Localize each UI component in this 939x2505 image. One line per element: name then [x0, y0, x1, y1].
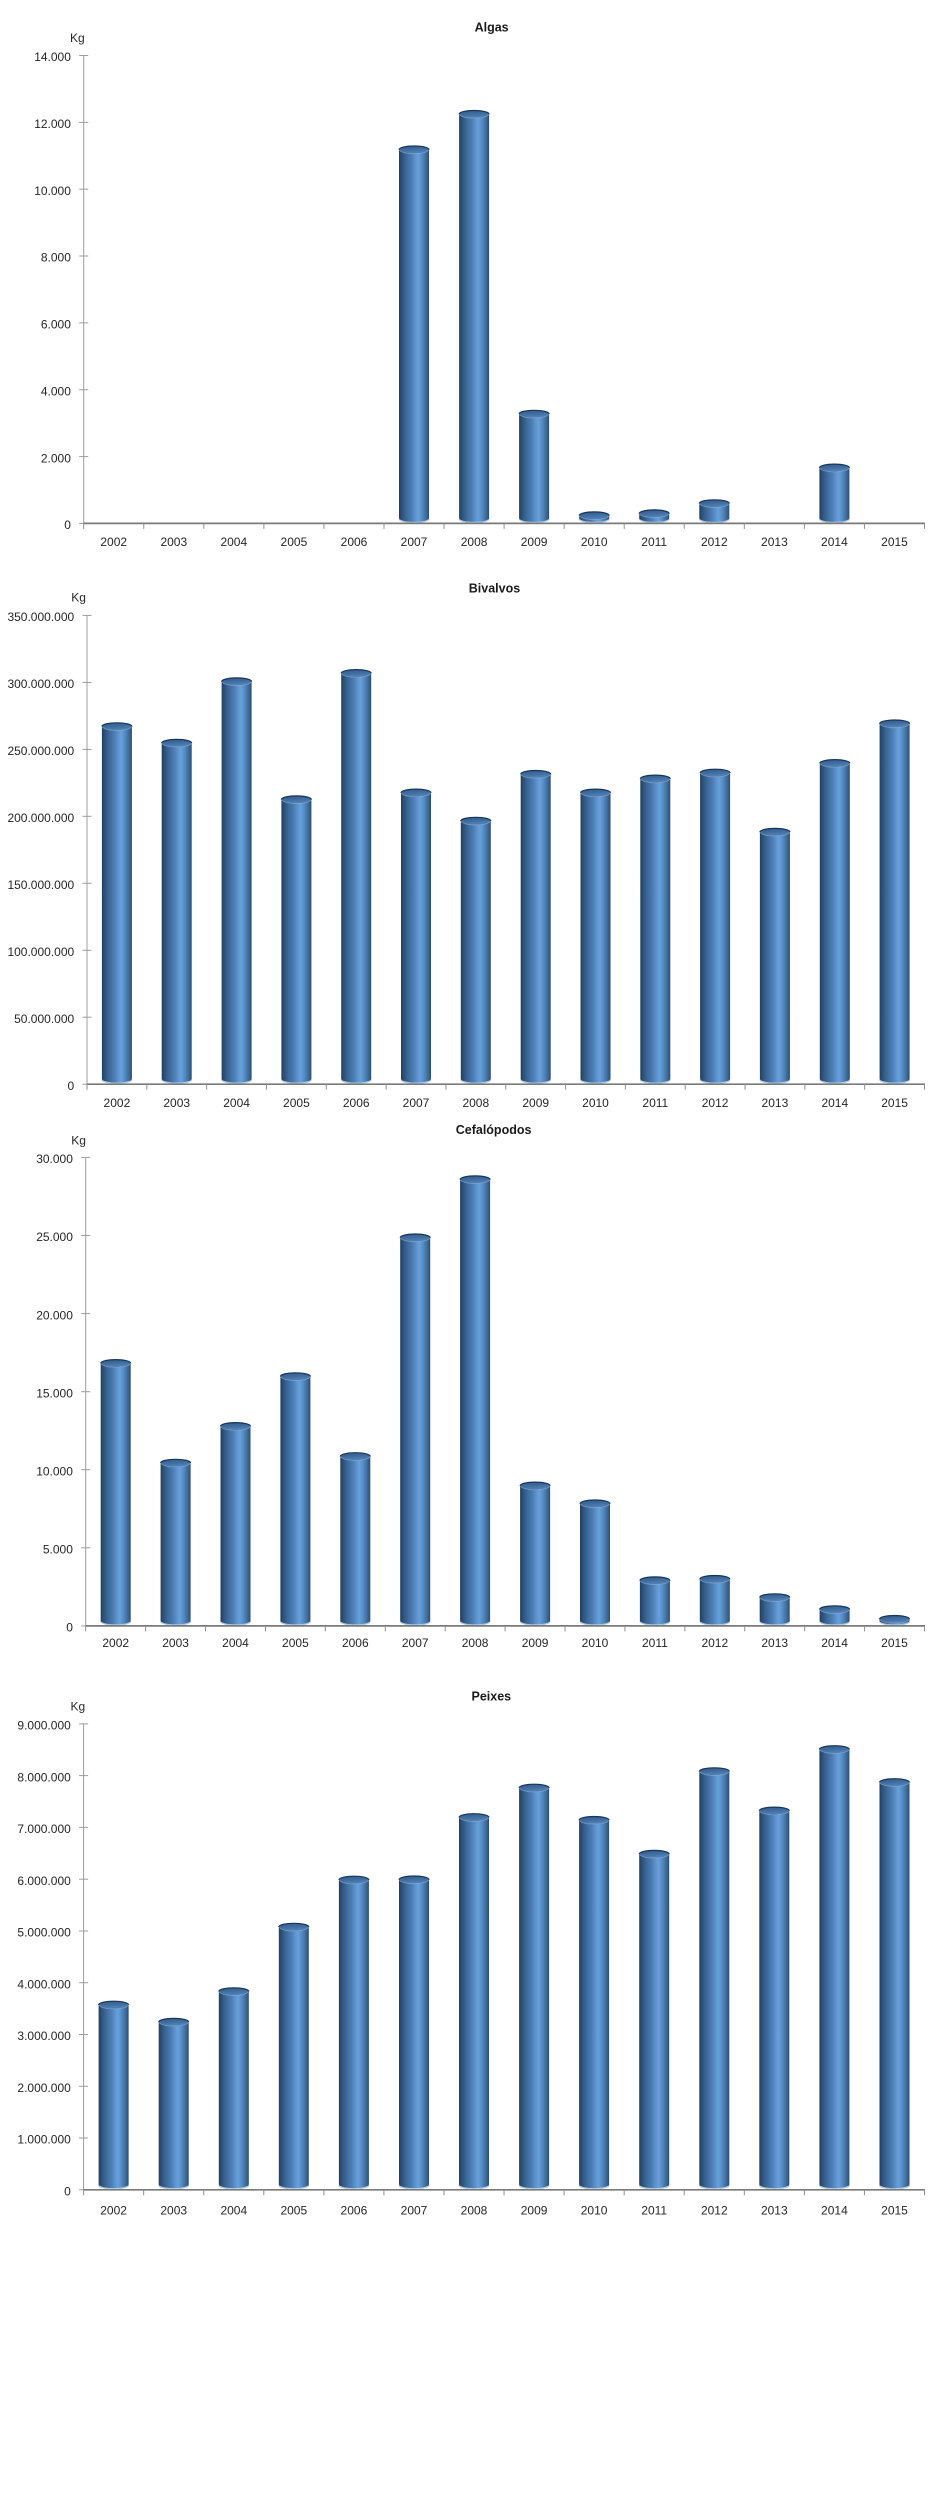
svg-text:2005: 2005 [281, 535, 308, 549]
svg-text:2010: 2010 [581, 535, 608, 549]
svg-text:2007: 2007 [402, 1636, 429, 1650]
svg-text:2002: 2002 [102, 1636, 129, 1650]
svg-text:2006: 2006 [343, 1096, 370, 1110]
svg-text:2006: 2006 [342, 1636, 369, 1650]
svg-text:25.000: 25.000 [36, 1230, 73, 1244]
svg-text:15.000: 15.000 [36, 1386, 73, 1400]
svg-text:2010: 2010 [582, 1096, 609, 1110]
svg-text:2011: 2011 [642, 1636, 668, 1650]
svg-text:2010: 2010 [582, 1636, 609, 1650]
svg-text:2015: 2015 [881, 1096, 908, 1110]
svg-text:9.000.000: 9.000.000 [17, 1719, 71, 1733]
svg-text:2007: 2007 [401, 2204, 428, 2218]
svg-text:8.000: 8.000 [41, 251, 71, 265]
svg-text:2015: 2015 [881, 535, 908, 549]
svg-text:0: 0 [68, 1079, 75, 1093]
svg-text:2008: 2008 [461, 2204, 488, 2218]
svg-text:200.000.000: 200.000.000 [7, 811, 74, 825]
svg-text:2013: 2013 [762, 1096, 789, 1110]
svg-text:2013: 2013 [761, 2204, 788, 2218]
svg-text:2009: 2009 [522, 1636, 549, 1650]
svg-text:12.000: 12.000 [34, 117, 71, 131]
svg-text:8.000.000: 8.000.000 [17, 1770, 71, 1784]
svg-text:2007: 2007 [403, 1096, 430, 1110]
svg-text:2014: 2014 [821, 535, 848, 549]
svg-text:2005: 2005 [280, 2204, 307, 2218]
svg-text:Peixes: Peixes [471, 1690, 511, 1704]
svg-text:0: 0 [64, 518, 71, 532]
svg-text:2012: 2012 [701, 2204, 728, 2218]
svg-text:100.000.000: 100.000.000 [7, 945, 74, 959]
svg-text:2004: 2004 [220, 535, 247, 549]
svg-text:2009: 2009 [521, 535, 548, 549]
svg-text:Kg: Kg [71, 1700, 86, 1714]
svg-text:Kg: Kg [70, 31, 85, 45]
svg-text:5.000: 5.000 [43, 1543, 73, 1557]
svg-text:250.000.000: 250.000.000 [7, 744, 74, 758]
svg-text:2009: 2009 [521, 2204, 548, 2218]
svg-text:Bivalvos: Bivalvos [469, 582, 520, 596]
svg-text:Cefalópodos: Cefalópodos [456, 1123, 532, 1137]
svg-text:2.000: 2.000 [41, 451, 71, 465]
svg-text:2011: 2011 [642, 1096, 668, 1110]
svg-text:5.000.000: 5.000.000 [17, 1926, 71, 1940]
svg-text:2012: 2012 [701, 535, 728, 549]
svg-text:2004: 2004 [223, 1096, 250, 1110]
svg-text:2007: 2007 [401, 535, 428, 549]
svg-text:2015: 2015 [881, 1636, 908, 1650]
svg-text:2003: 2003 [160, 2204, 187, 2218]
svg-text:2013: 2013 [761, 535, 788, 549]
svg-text:0: 0 [64, 2185, 71, 2199]
svg-text:2011: 2011 [641, 2204, 667, 2218]
svg-text:2006: 2006 [341, 535, 368, 549]
svg-text:6.000: 6.000 [41, 318, 71, 332]
svg-text:300.000.000: 300.000.000 [7, 677, 74, 691]
svg-text:10.000: 10.000 [36, 1464, 73, 1478]
svg-text:30.000: 30.000 [36, 1152, 73, 1166]
svg-text:2003: 2003 [163, 1096, 190, 1110]
svg-text:3.000.000: 3.000.000 [17, 2029, 71, 2043]
svg-text:150.000.000: 150.000.000 [7, 878, 74, 892]
svg-text:2003: 2003 [160, 535, 187, 549]
svg-text:7.000.000: 7.000.000 [17, 1822, 71, 1836]
svg-text:350.000.000: 350.000.000 [7, 610, 74, 624]
svg-text:2012: 2012 [702, 1096, 729, 1110]
svg-text:0: 0 [66, 1621, 73, 1635]
svg-text:2002: 2002 [100, 2204, 127, 2218]
svg-text:6.000.000: 6.000.000 [17, 1874, 71, 1888]
svg-text:2004: 2004 [220, 2204, 247, 2218]
svg-text:10.000: 10.000 [34, 184, 71, 198]
svg-text:2013: 2013 [761, 1636, 788, 1650]
svg-text:4.000.000: 4.000.000 [17, 1977, 71, 1991]
svg-text:2011: 2011 [641, 535, 667, 549]
svg-text:2.000.000: 2.000.000 [17, 2081, 71, 2095]
svg-text:2002: 2002 [104, 1096, 131, 1110]
svg-text:2005: 2005 [282, 1636, 309, 1650]
svg-text:1.000.000: 1.000.000 [17, 2133, 71, 2147]
svg-text:20.000: 20.000 [36, 1308, 73, 1322]
svg-text:Algas: Algas [475, 21, 509, 35]
svg-text:2014: 2014 [821, 2204, 848, 2218]
svg-text:2009: 2009 [522, 1096, 549, 1110]
svg-text:14.000: 14.000 [34, 50, 71, 64]
svg-text:Kg: Kg [71, 591, 86, 605]
svg-text:2014: 2014 [821, 1636, 848, 1650]
svg-text:Kg: Kg [71, 1134, 86, 1148]
svg-text:2012: 2012 [701, 1636, 728, 1650]
svg-text:2010: 2010 [581, 2204, 608, 2218]
svg-text:2008: 2008 [462, 1636, 489, 1650]
svg-text:2015: 2015 [881, 2204, 908, 2218]
svg-text:2008: 2008 [462, 1096, 489, 1110]
svg-text:2003: 2003 [162, 1636, 189, 1650]
svg-text:50.000.000: 50.000.000 [14, 1012, 74, 1026]
svg-text:2002: 2002 [100, 535, 127, 549]
svg-text:2005: 2005 [283, 1096, 310, 1110]
svg-text:2006: 2006 [341, 2204, 368, 2218]
svg-text:2004: 2004 [222, 1636, 249, 1650]
svg-text:4.000: 4.000 [41, 384, 71, 398]
svg-text:2008: 2008 [461, 535, 488, 549]
svg-text:2014: 2014 [821, 1096, 848, 1110]
